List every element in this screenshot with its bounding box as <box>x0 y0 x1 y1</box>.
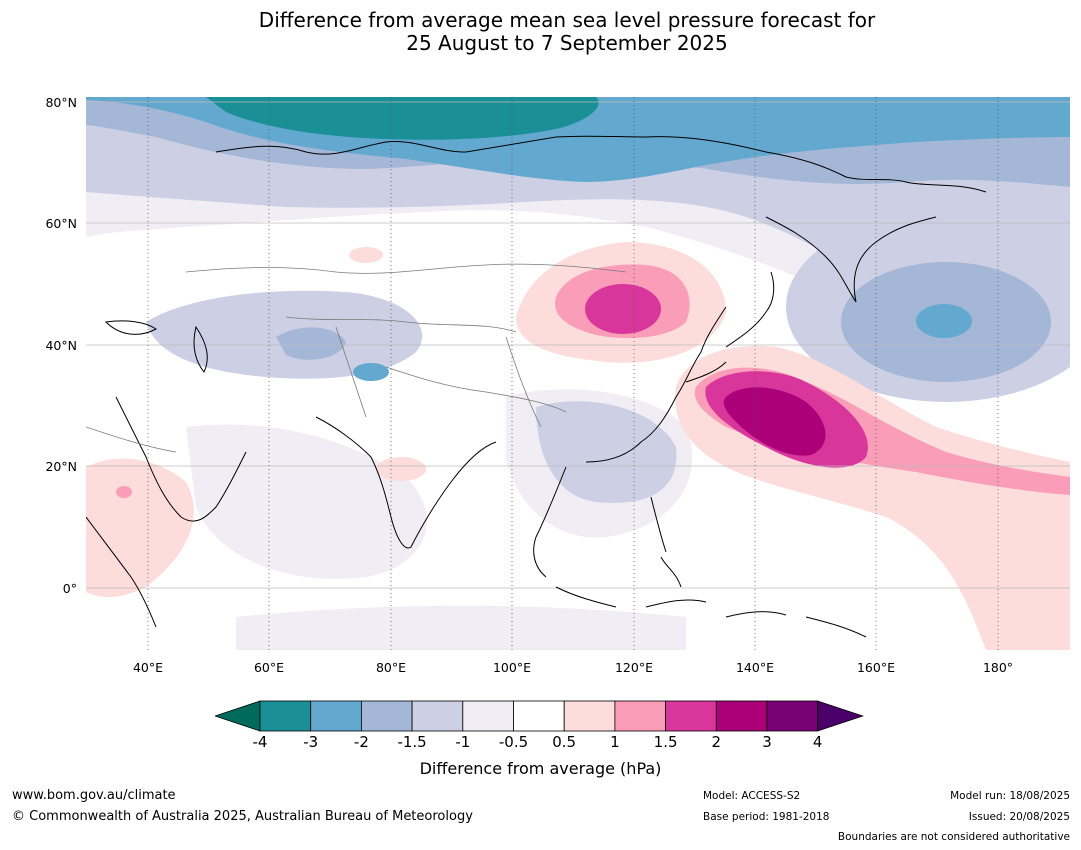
lon-label-100e: 100°E <box>492 660 531 675</box>
copyright-text: © Commonwealth of Australia 2025, Austra… <box>12 809 473 824</box>
colorbar-tick-label: -1.5 <box>397 733 427 751</box>
lon-label-60e: 60°E <box>253 660 285 675</box>
lon-label-80e: 80°E <box>375 660 407 675</box>
colorbar-bin <box>513 700 565 732</box>
colorbar-extend-low <box>215 700 261 732</box>
lat-label-60n: 60°N <box>45 216 77 231</box>
colorbar-tick-label: 1.5 <box>653 733 678 751</box>
colorbar-bin <box>310 700 362 732</box>
kazakh-positive-spot <box>349 247 383 263</box>
lat-label-80n: 80°N <box>45 95 77 110</box>
mongolia-positive-core <box>585 284 661 334</box>
model-text: Model: ACCESS-S2 <box>703 790 801 802</box>
colorbar-bin <box>360 700 413 732</box>
colorbar <box>215 700 864 732</box>
colorbar-tick-label: 0.5 <box>552 733 577 751</box>
issued-text: Issued: 20/08/2025 <box>968 811 1070 823</box>
base-period-text: Base period: 1981-2018 <box>703 811 830 823</box>
colorbar-bin <box>563 700 616 732</box>
lon-label-160e: 160°E <box>856 660 895 675</box>
longitude-gridlines <box>147 97 999 650</box>
africa-positive <box>86 458 194 597</box>
colorbar-tick-label: -1 <box>455 733 471 751</box>
colorbar-tick-label: -2 <box>353 733 369 751</box>
lon-label-40e: 40°E <box>132 660 164 675</box>
colorbar-tick-label: 2 <box>711 733 722 751</box>
title-line-1: Difference from average mean sea level p… <box>258 8 876 32</box>
colorbar-bin <box>614 700 666 732</box>
lon-label-140e: 140°E <box>735 660 774 675</box>
equatorial-negative-faint <box>236 605 686 650</box>
lat-label-0: 0° <box>62 581 77 596</box>
colorbar-tick-label: 3 <box>762 733 772 751</box>
colorbar-bin <box>715 700 768 732</box>
central-asia-negative-core <box>276 327 346 360</box>
lat-label-40n: 40°N <box>45 338 77 353</box>
tibet-negative-spot <box>353 363 389 381</box>
title-line-2: 25 August to 7 September 2025 <box>406 31 728 55</box>
country-boundaries <box>86 263 627 453</box>
colorbar-label: Difference from average (hPa) <box>419 759 662 778</box>
colorbar-tick-label: 4 <box>812 733 823 751</box>
map-title: Difference from average mean sea level p… <box>0 9 1081 55</box>
colorbar-tick-label: 1 <box>610 733 620 751</box>
pressure-anomaly-map <box>86 97 1070 650</box>
nwpac-positive-core <box>723 387 826 456</box>
latitude-gridlines <box>86 101 1070 589</box>
colorbar-bin <box>259 700 312 732</box>
india-positive-spot <box>376 457 426 481</box>
lon-label-180: 180° <box>982 660 1014 675</box>
colorbar-tick-label: -4 <box>252 733 268 751</box>
tropical-negative-faint <box>186 424 427 579</box>
website-text: www.bom.gov.au/climate <box>12 788 176 803</box>
lon-label-120e: 120°E <box>614 660 653 675</box>
coastlines <box>86 135 987 638</box>
colorbar-tick-label: -3 <box>303 733 319 751</box>
colorbar-bin <box>766 700 819 732</box>
model-run-text: Model run: 18/08/2025 <box>950 790 1070 802</box>
lat-label-20n: 20°N <box>45 459 77 474</box>
disclaimer-text: Boundaries are not considered authoritat… <box>837 831 1070 843</box>
colorbar-tick-label: -0.5 <box>498 733 529 751</box>
colorbar-extend-high <box>817 700 864 732</box>
colorbar-bin <box>462 700 514 732</box>
npac-negative-core <box>916 304 972 338</box>
colorbar-bin <box>411 700 464 732</box>
negative-core-arctic <box>206 97 599 140</box>
colorbar-bin <box>665 700 717 732</box>
africa-positive-core <box>116 486 132 498</box>
map-canvas <box>86 97 1070 650</box>
seasia-negative <box>536 401 677 503</box>
